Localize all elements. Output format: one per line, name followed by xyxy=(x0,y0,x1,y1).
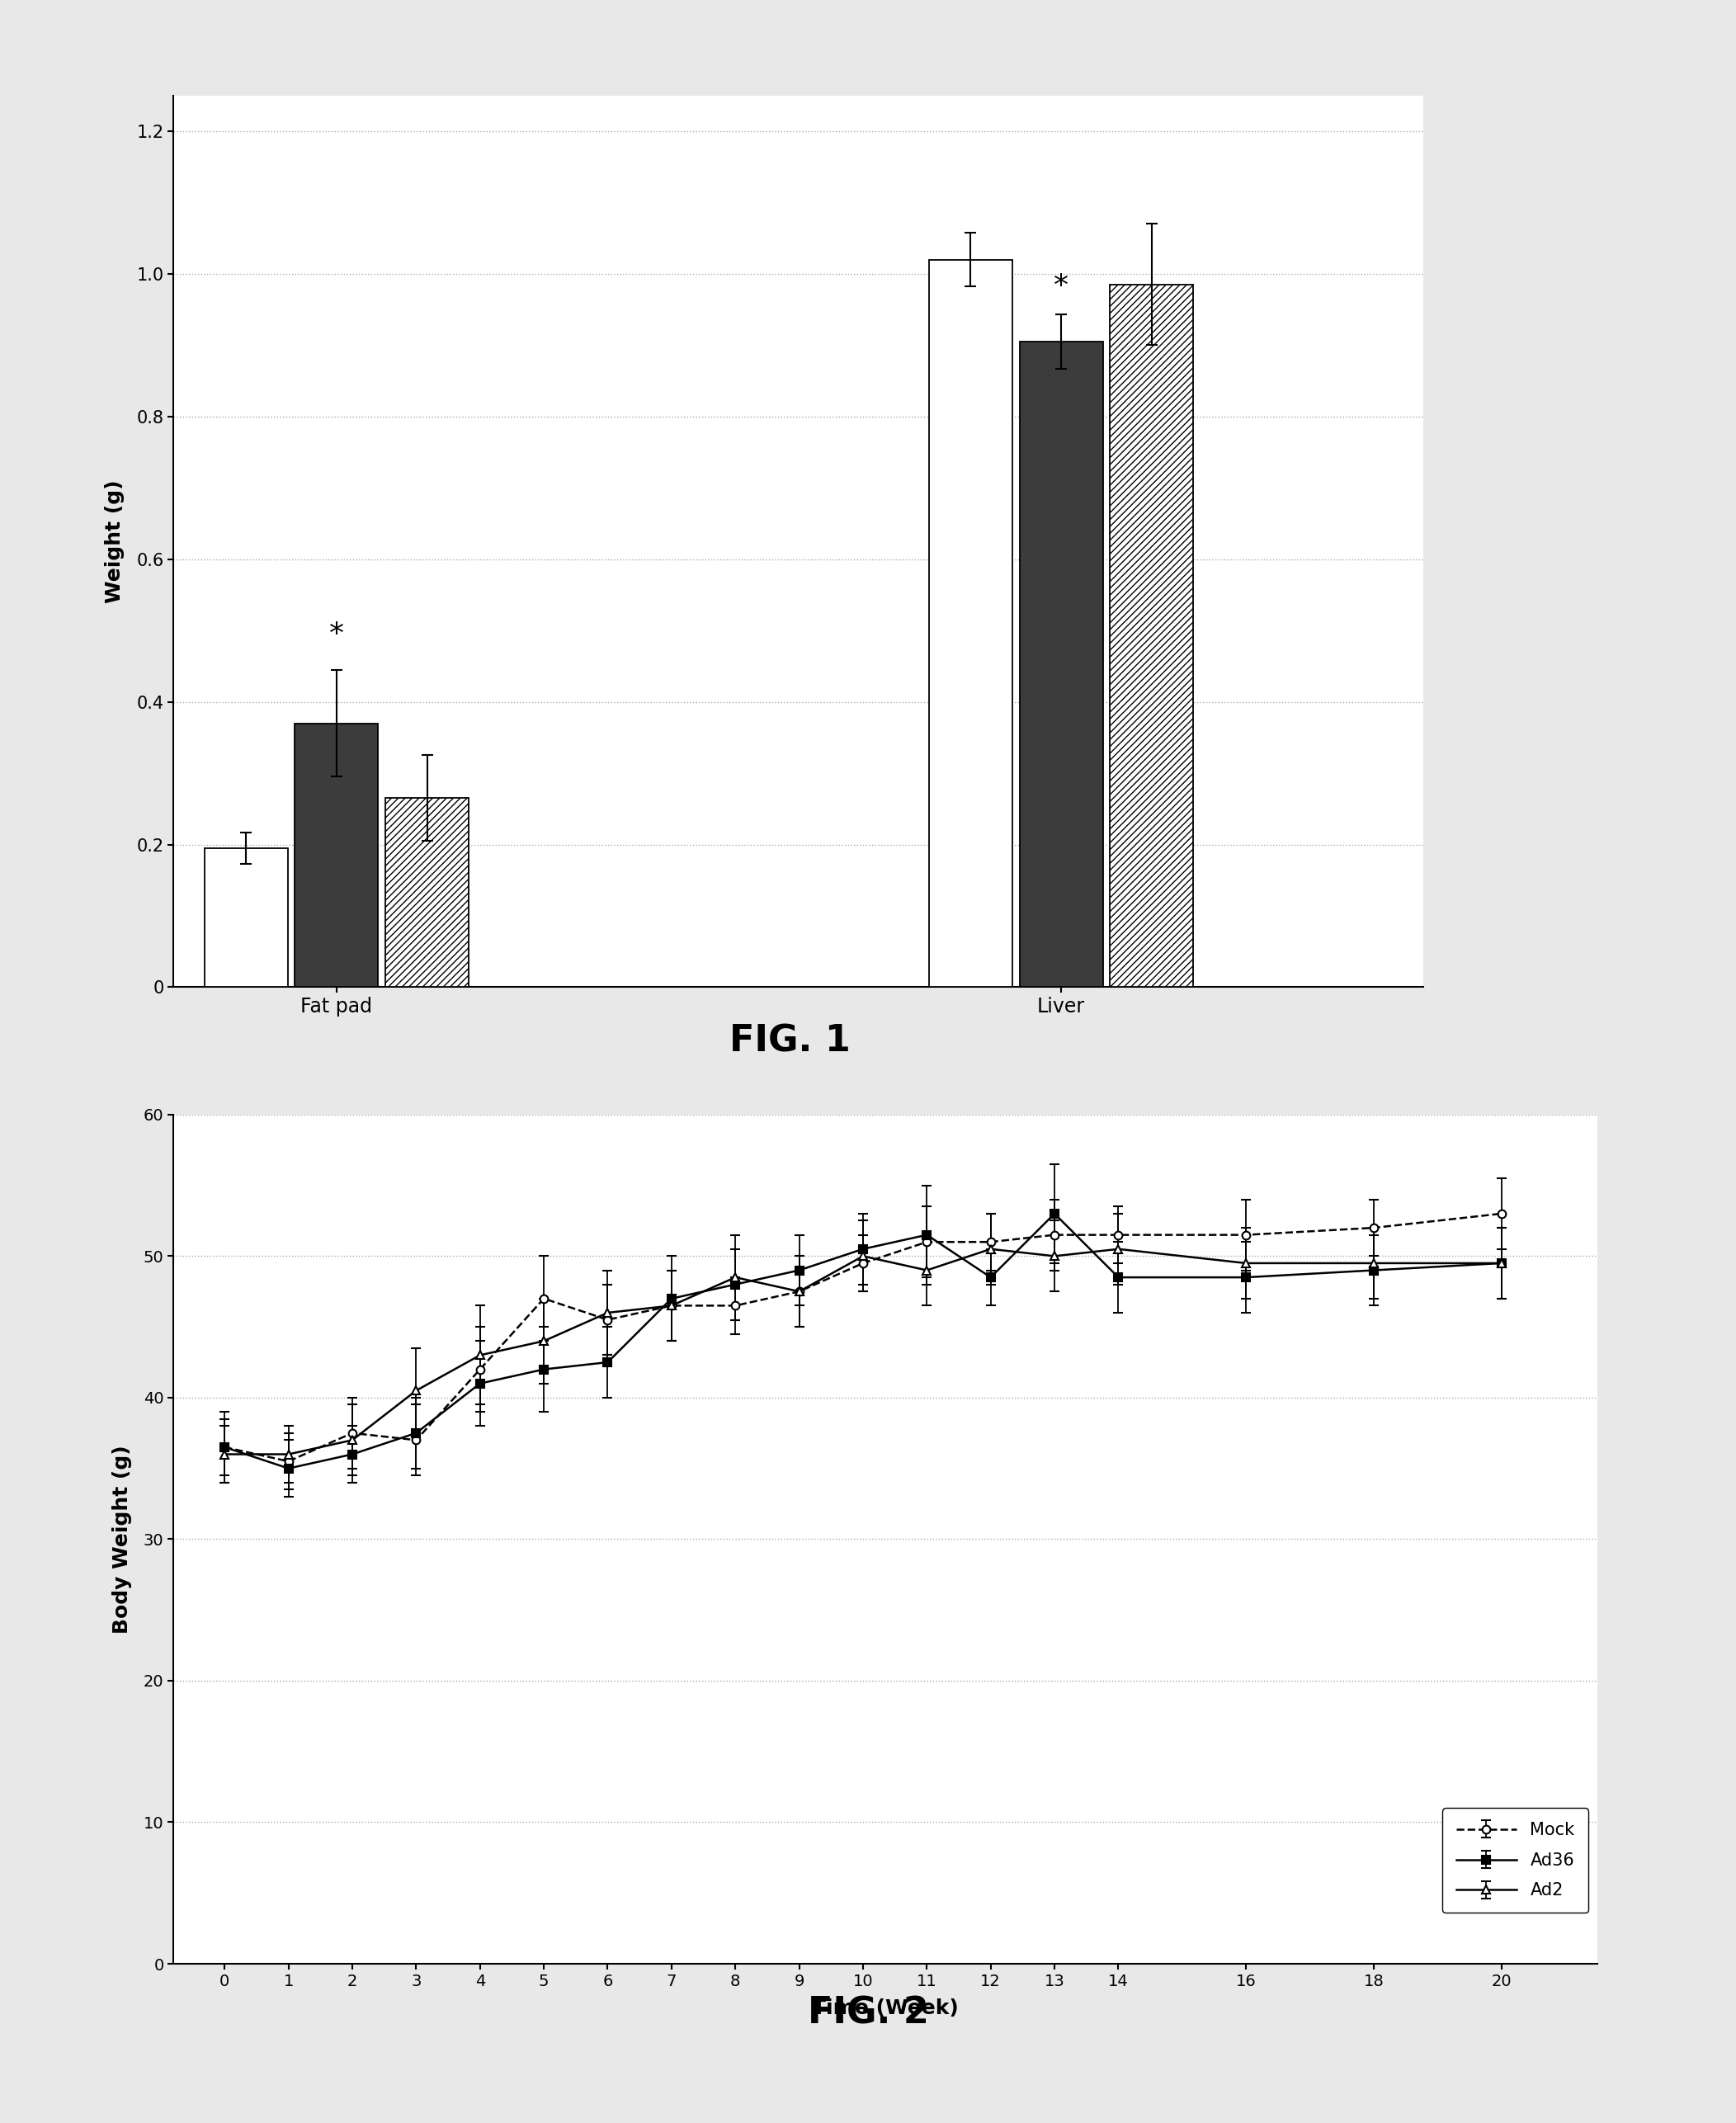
X-axis label: Time (Week): Time (Week) xyxy=(812,1998,958,2019)
Text: FIG. 2: FIG. 2 xyxy=(807,1996,929,2032)
Bar xyxy=(929,259,1012,987)
Bar xyxy=(1109,284,1193,987)
Text: FIG. 1: FIG. 1 xyxy=(729,1023,851,1059)
Bar xyxy=(295,724,378,987)
Legend: Mock, Ad36, Ad2: Mock, Ad36, Ad2 xyxy=(1443,1809,1588,1913)
Y-axis label: Body Weight (g): Body Weight (g) xyxy=(113,1446,132,1633)
Y-axis label: Weight (g): Weight (g) xyxy=(106,480,125,603)
Bar xyxy=(1019,342,1102,987)
Bar xyxy=(205,847,288,987)
Bar xyxy=(385,798,469,987)
Text: *: * xyxy=(330,620,344,648)
Text: *: * xyxy=(1054,272,1069,299)
